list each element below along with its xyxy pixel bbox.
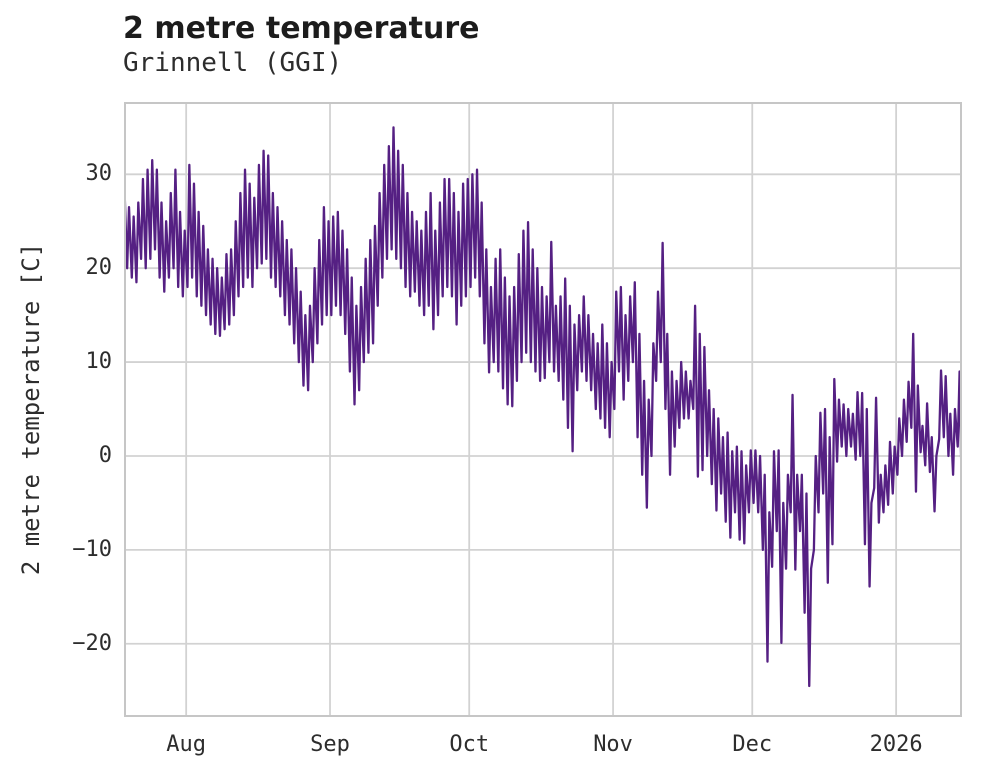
y-tick-label: −10	[72, 536, 112, 562]
x-tick-label: 2026	[869, 732, 923, 757]
x-tick-label: Oct	[449, 732, 490, 757]
y-tick-label: 10	[85, 349, 113, 375]
chart-subtitle: Grinnell (GGI)	[123, 48, 343, 78]
y-tick-label: 30	[85, 161, 113, 187]
x-tick-label: Nov	[593, 732, 633, 757]
temperature-line	[124, 126, 962, 688]
y-tick-label: 0	[98, 442, 112, 468]
x-tick-label: Dec	[732, 732, 773, 757]
chart-title: 2 metre temperature	[123, 11, 480, 46]
x-tick-label: Aug	[166, 732, 207, 757]
x-tick-label: Sep	[310, 732, 350, 757]
plot-border	[124, 102, 962, 717]
plot-area	[124, 102, 962, 717]
y-axis-label: 2 metre temperature [C]	[17, 242, 45, 576]
y-tick-label: −20	[72, 630, 112, 656]
y-tick-label: 20	[85, 255, 113, 281]
